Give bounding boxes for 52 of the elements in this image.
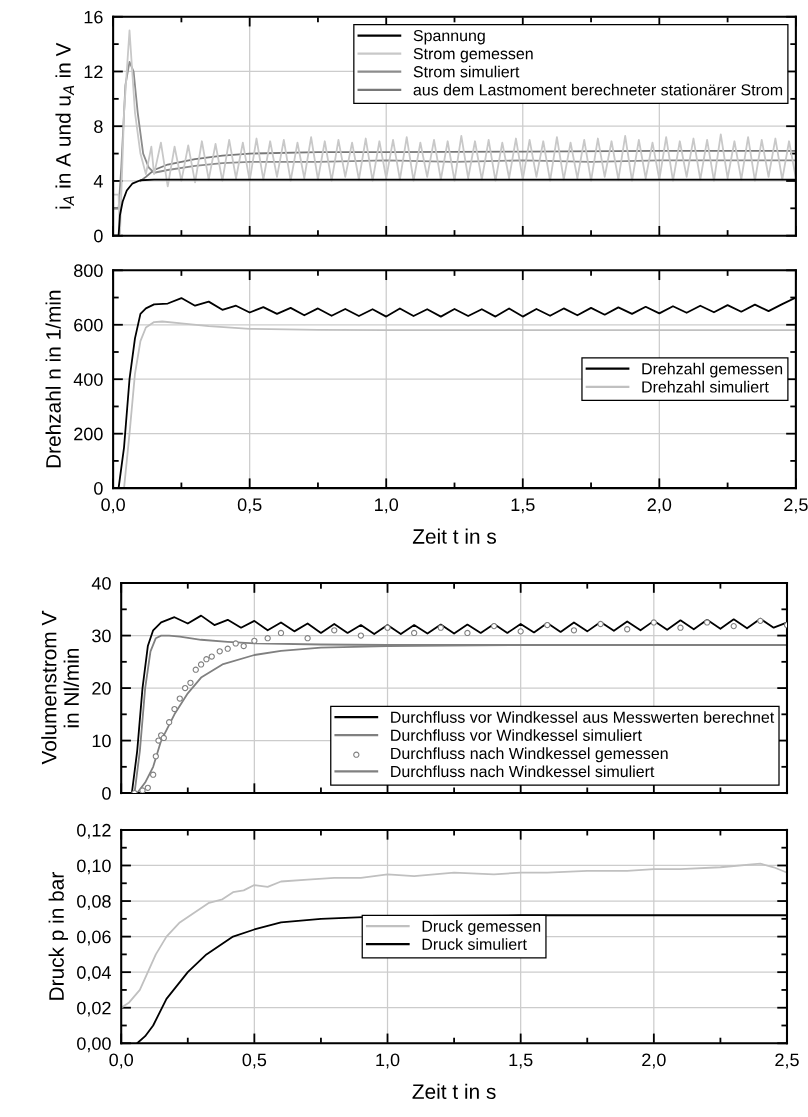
y-tick-label: 40 (91, 577, 111, 590)
y-tick-label: 0,06 (77, 930, 111, 946)
legend-label: Drehzahl gemessen (642, 362, 783, 378)
legend-label: Strom gemessen (413, 48, 533, 63)
x-tick-label: 1,5 (509, 1053, 533, 1069)
legend-label: Durchfluss nach Windkessel simuliert (391, 765, 655, 778)
x-tick-label: 1,0 (376, 1053, 400, 1069)
legend-label: Strom simuliert (413, 65, 520, 78)
x-tick-label: 1,5 (511, 498, 535, 514)
legend-label: Druck simuliert (422, 938, 527, 950)
y-tick-label: 800 (74, 264, 103, 278)
x-axis-title: Zeit t in s (412, 1083, 496, 1100)
y-tick-label: 200 (74, 427, 103, 441)
y-tick-label: 12 (84, 65, 103, 79)
x-tick-label: 0,0 (101, 498, 125, 514)
y-tick-label: 4 (93, 175, 103, 188)
y-tick-label: 0,10 (77, 859, 111, 875)
y-tick-label: 0,00 (77, 1037, 111, 1053)
y-tick-label: 30 (92, 629, 111, 643)
y-tick-label: 16 (84, 10, 103, 24)
legend-label: Druck gemessen (422, 920, 541, 936)
y-tick-label: 0,04 (77, 966, 111, 982)
x-tick-label: 2,5 (775, 1053, 799, 1069)
x-tick-label: 0,5 (242, 1053, 267, 1069)
y-tick-label: 0,12 (77, 823, 111, 839)
y-tick-label: 8 (94, 120, 103, 133)
x-axis-title: Zeit t in s (412, 528, 497, 544)
y-tick-label: 0,02 (77, 1001, 111, 1017)
x-tick-label: 0,0 (109, 1053, 134, 1069)
y-axis-title: Druck p in bar (48, 872, 69, 1000)
y-tick-label: 600 (74, 318, 103, 332)
y-tick-label: 0 (102, 787, 111, 800)
y-tick-label: 0 (94, 482, 103, 495)
y-axis-title: i$_{A}$ in A und u$_{A}$ in V (55, 42, 74, 209)
y-axis-title: Volumenstrom V̇ in Nl/min (41, 610, 79, 765)
x-tick-label: 2,5 (784, 498, 808, 514)
x-tick-label: 0,5 (237, 498, 262, 514)
y-tick-label: 0,08 (77, 894, 111, 910)
x-tick-label: 2,0 (642, 1053, 666, 1069)
y-tick-label: 10 (92, 734, 111, 748)
y-tick-label: 400 (73, 373, 103, 386)
x-tick-label: 1,0 (375, 498, 399, 514)
legend-label: Durchfluss vor Windkessel simuliert (391, 729, 642, 741)
legend-label: aus dem Lastmoment berechneter stationärer Strom (413, 83, 783, 96)
legend-label: Durchfluss vor Windkessel aus Messwerten berechnet (391, 711, 775, 723)
x-tick-label: 2,0 (647, 498, 672, 514)
y-tick-label: 20 (92, 682, 111, 695)
legend-label: Durchfluss nach Windkessel gemessen (391, 747, 668, 763)
y-axis-title: Drehzahl n in 1/min (45, 290, 61, 468)
legend-label: Drehzahl simuliert (642, 380, 769, 393)
legend-label: Spannung (413, 29, 485, 45)
y-tick-label: 0 (94, 229, 103, 243)
